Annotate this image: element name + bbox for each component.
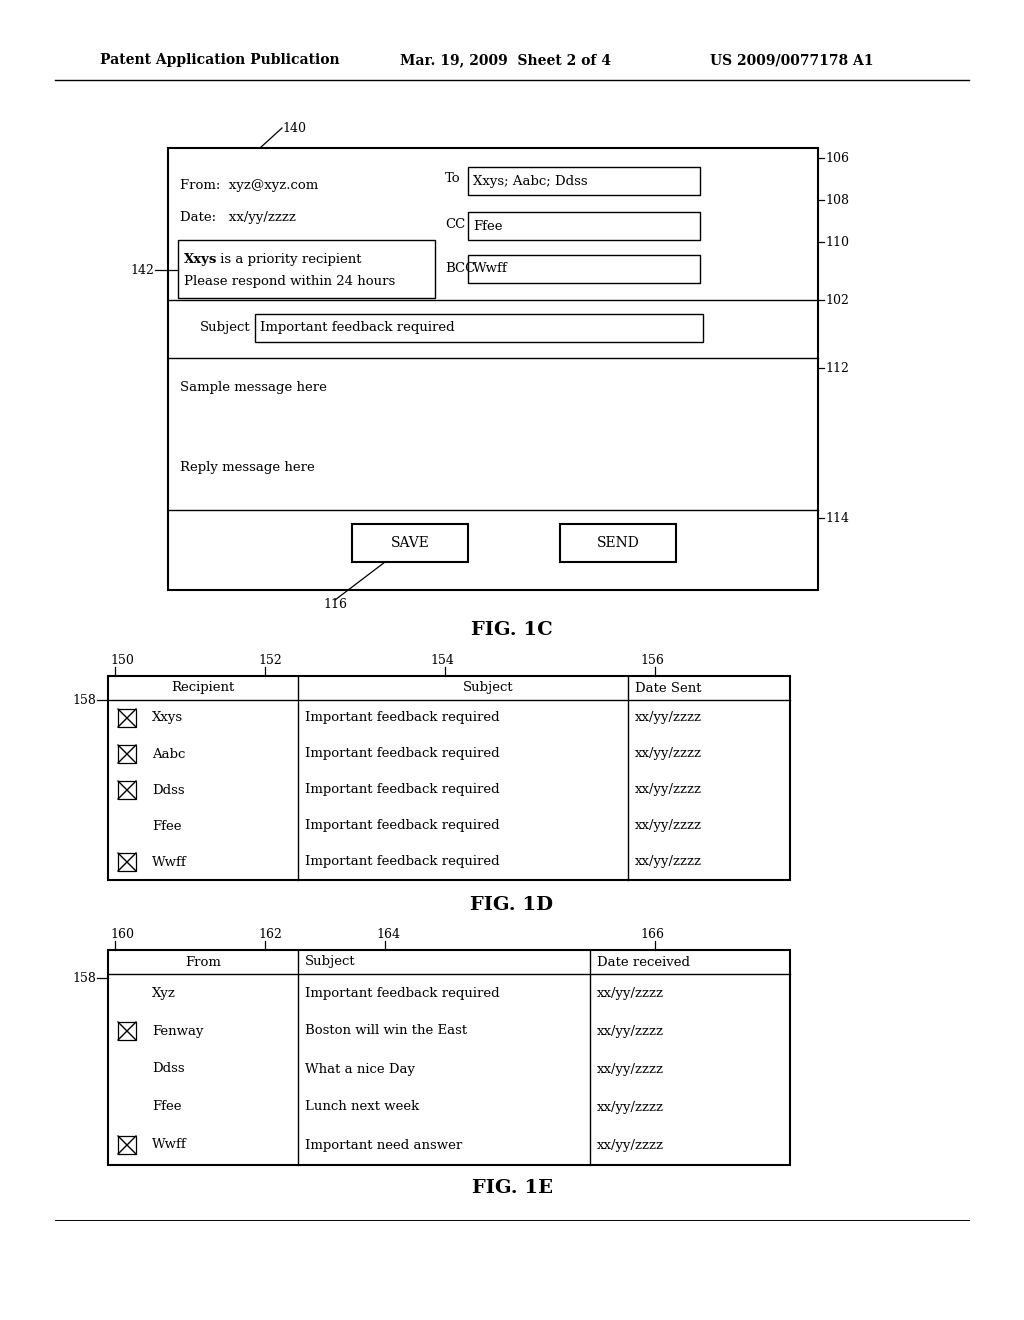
Bar [118,853,136,871]
Text: FIG. 1D: FIG. 1D [470,896,554,913]
Text: Date:   xx/yy/zzzz: Date: xx/yy/zzzz [180,211,296,224]
Text: 110: 110 [825,235,849,248]
Text: Xxys; Aabc; Ddss: Xxys; Aabc; Ddss [473,174,588,187]
Text: Ddss: Ddss [152,1063,184,1076]
Text: 152: 152 [258,653,282,667]
Text: Wwff: Wwff [473,263,508,276]
Bar [118,744,136,763]
Text: 158: 158 [72,972,96,985]
Bar [118,781,136,799]
Text: 160: 160 [110,928,134,941]
Text: From: From [185,956,221,969]
Text: 156: 156 [640,653,664,667]
Text: Date received: Date received [597,956,690,969]
Text: Recipient: Recipient [171,681,234,694]
Text: Ffee: Ffee [152,1101,181,1114]
Bar [108,950,790,1166]
Text: Subject: Subject [463,681,514,694]
Text: Important feedback required: Important feedback required [305,855,500,869]
Text: Aabc: Aabc [152,747,185,760]
Text: 158: 158 [72,693,96,706]
Text: xx/yy/zzzz: xx/yy/zzzz [597,1063,664,1076]
Text: Important feedback required: Important feedback required [305,986,500,999]
Text: Wwff: Wwff [152,1138,186,1151]
Text: Ffee: Ffee [473,219,503,232]
Text: Important feedback required: Important feedback required [305,711,500,725]
Text: 150: 150 [110,653,134,667]
Text: 108: 108 [825,194,849,206]
Text: Important feedback required: Important feedback required [305,820,500,833]
Text: US 2009/0077178 A1: US 2009/0077178 A1 [710,53,873,67]
Text: Important need answer: Important need answer [305,1138,462,1151]
Text: 112: 112 [825,362,849,375]
Text: Important feedback required: Important feedback required [305,784,500,796]
Text: To: To [445,172,461,185]
Text: 162: 162 [258,928,282,941]
Text: 114: 114 [825,511,849,524]
Text: Subject: Subject [305,956,355,969]
Text: Subject: Subject [200,322,251,334]
Text: What a nice Day: What a nice Day [305,1063,415,1076]
Text: SAVE: SAVE [390,536,429,550]
Text: BCC: BCC [445,261,475,275]
Text: is a priority recipient: is a priority recipient [216,253,361,267]
Bar [168,148,818,590]
Text: Mar. 19, 2009  Sheet 2 of 4: Mar. 19, 2009 Sheet 2 of 4 [400,53,611,67]
Text: Xyz: Xyz [152,986,176,999]
Text: 106: 106 [825,152,849,165]
Bar [468,168,700,195]
Text: Please respond within 24 hours: Please respond within 24 hours [184,276,395,289]
Text: xx/yy/zzzz: xx/yy/zzzz [597,1024,664,1038]
Text: xx/yy/zzzz: xx/yy/zzzz [597,986,664,999]
Bar [178,240,435,298]
Text: Important feedback required: Important feedback required [305,747,500,760]
Text: xx/yy/zzzz: xx/yy/zzzz [635,820,702,833]
Text: CC: CC [445,219,465,231]
Bar [118,1137,136,1154]
Bar [108,676,790,880]
Text: Important feedback required: Important feedback required [260,322,455,334]
Text: 154: 154 [430,653,454,667]
Text: 140: 140 [282,121,306,135]
Text: Reply message here: Reply message here [180,462,314,474]
Bar [468,255,700,282]
Text: Xxys: Xxys [152,711,183,725]
Text: xx/yy/zzzz: xx/yy/zzzz [597,1138,664,1151]
Text: 116: 116 [323,598,347,610]
Text: SEND: SEND [597,536,639,550]
Text: Lunch next week: Lunch next week [305,1101,419,1114]
Text: Ffee: Ffee [152,820,181,833]
Bar [255,314,703,342]
Text: FIG. 1C: FIG. 1C [471,620,553,639]
Text: FIG. 1E: FIG. 1E [471,1179,553,1197]
Text: 142: 142 [130,264,154,276]
Text: xx/yy/zzzz: xx/yy/zzzz [597,1101,664,1114]
Text: Patent Application Publication: Patent Application Publication [100,53,340,67]
Text: Sample message here: Sample message here [180,381,327,395]
Text: Wwff: Wwff [152,855,186,869]
Text: xx/yy/zzzz: xx/yy/zzzz [635,711,702,725]
Bar [118,1022,136,1040]
Text: 102: 102 [825,293,849,306]
Text: Xxys: Xxys [184,253,217,267]
Bar [560,524,676,562]
Text: From:  xyz@xyz.com: From: xyz@xyz.com [180,178,318,191]
Text: xx/yy/zzzz: xx/yy/zzzz [635,784,702,796]
Text: xx/yy/zzzz: xx/yy/zzzz [635,747,702,760]
Text: Date Sent: Date Sent [635,681,701,694]
Bar [118,709,136,727]
Text: xx/yy/zzzz: xx/yy/zzzz [635,855,702,869]
Text: Fenway: Fenway [152,1024,204,1038]
Text: Ddss: Ddss [152,784,184,796]
Text: 166: 166 [640,928,664,941]
Bar [468,213,700,240]
Text: Boston will win the East: Boston will win the East [305,1024,467,1038]
Bar [352,524,468,562]
Text: 164: 164 [376,928,400,941]
